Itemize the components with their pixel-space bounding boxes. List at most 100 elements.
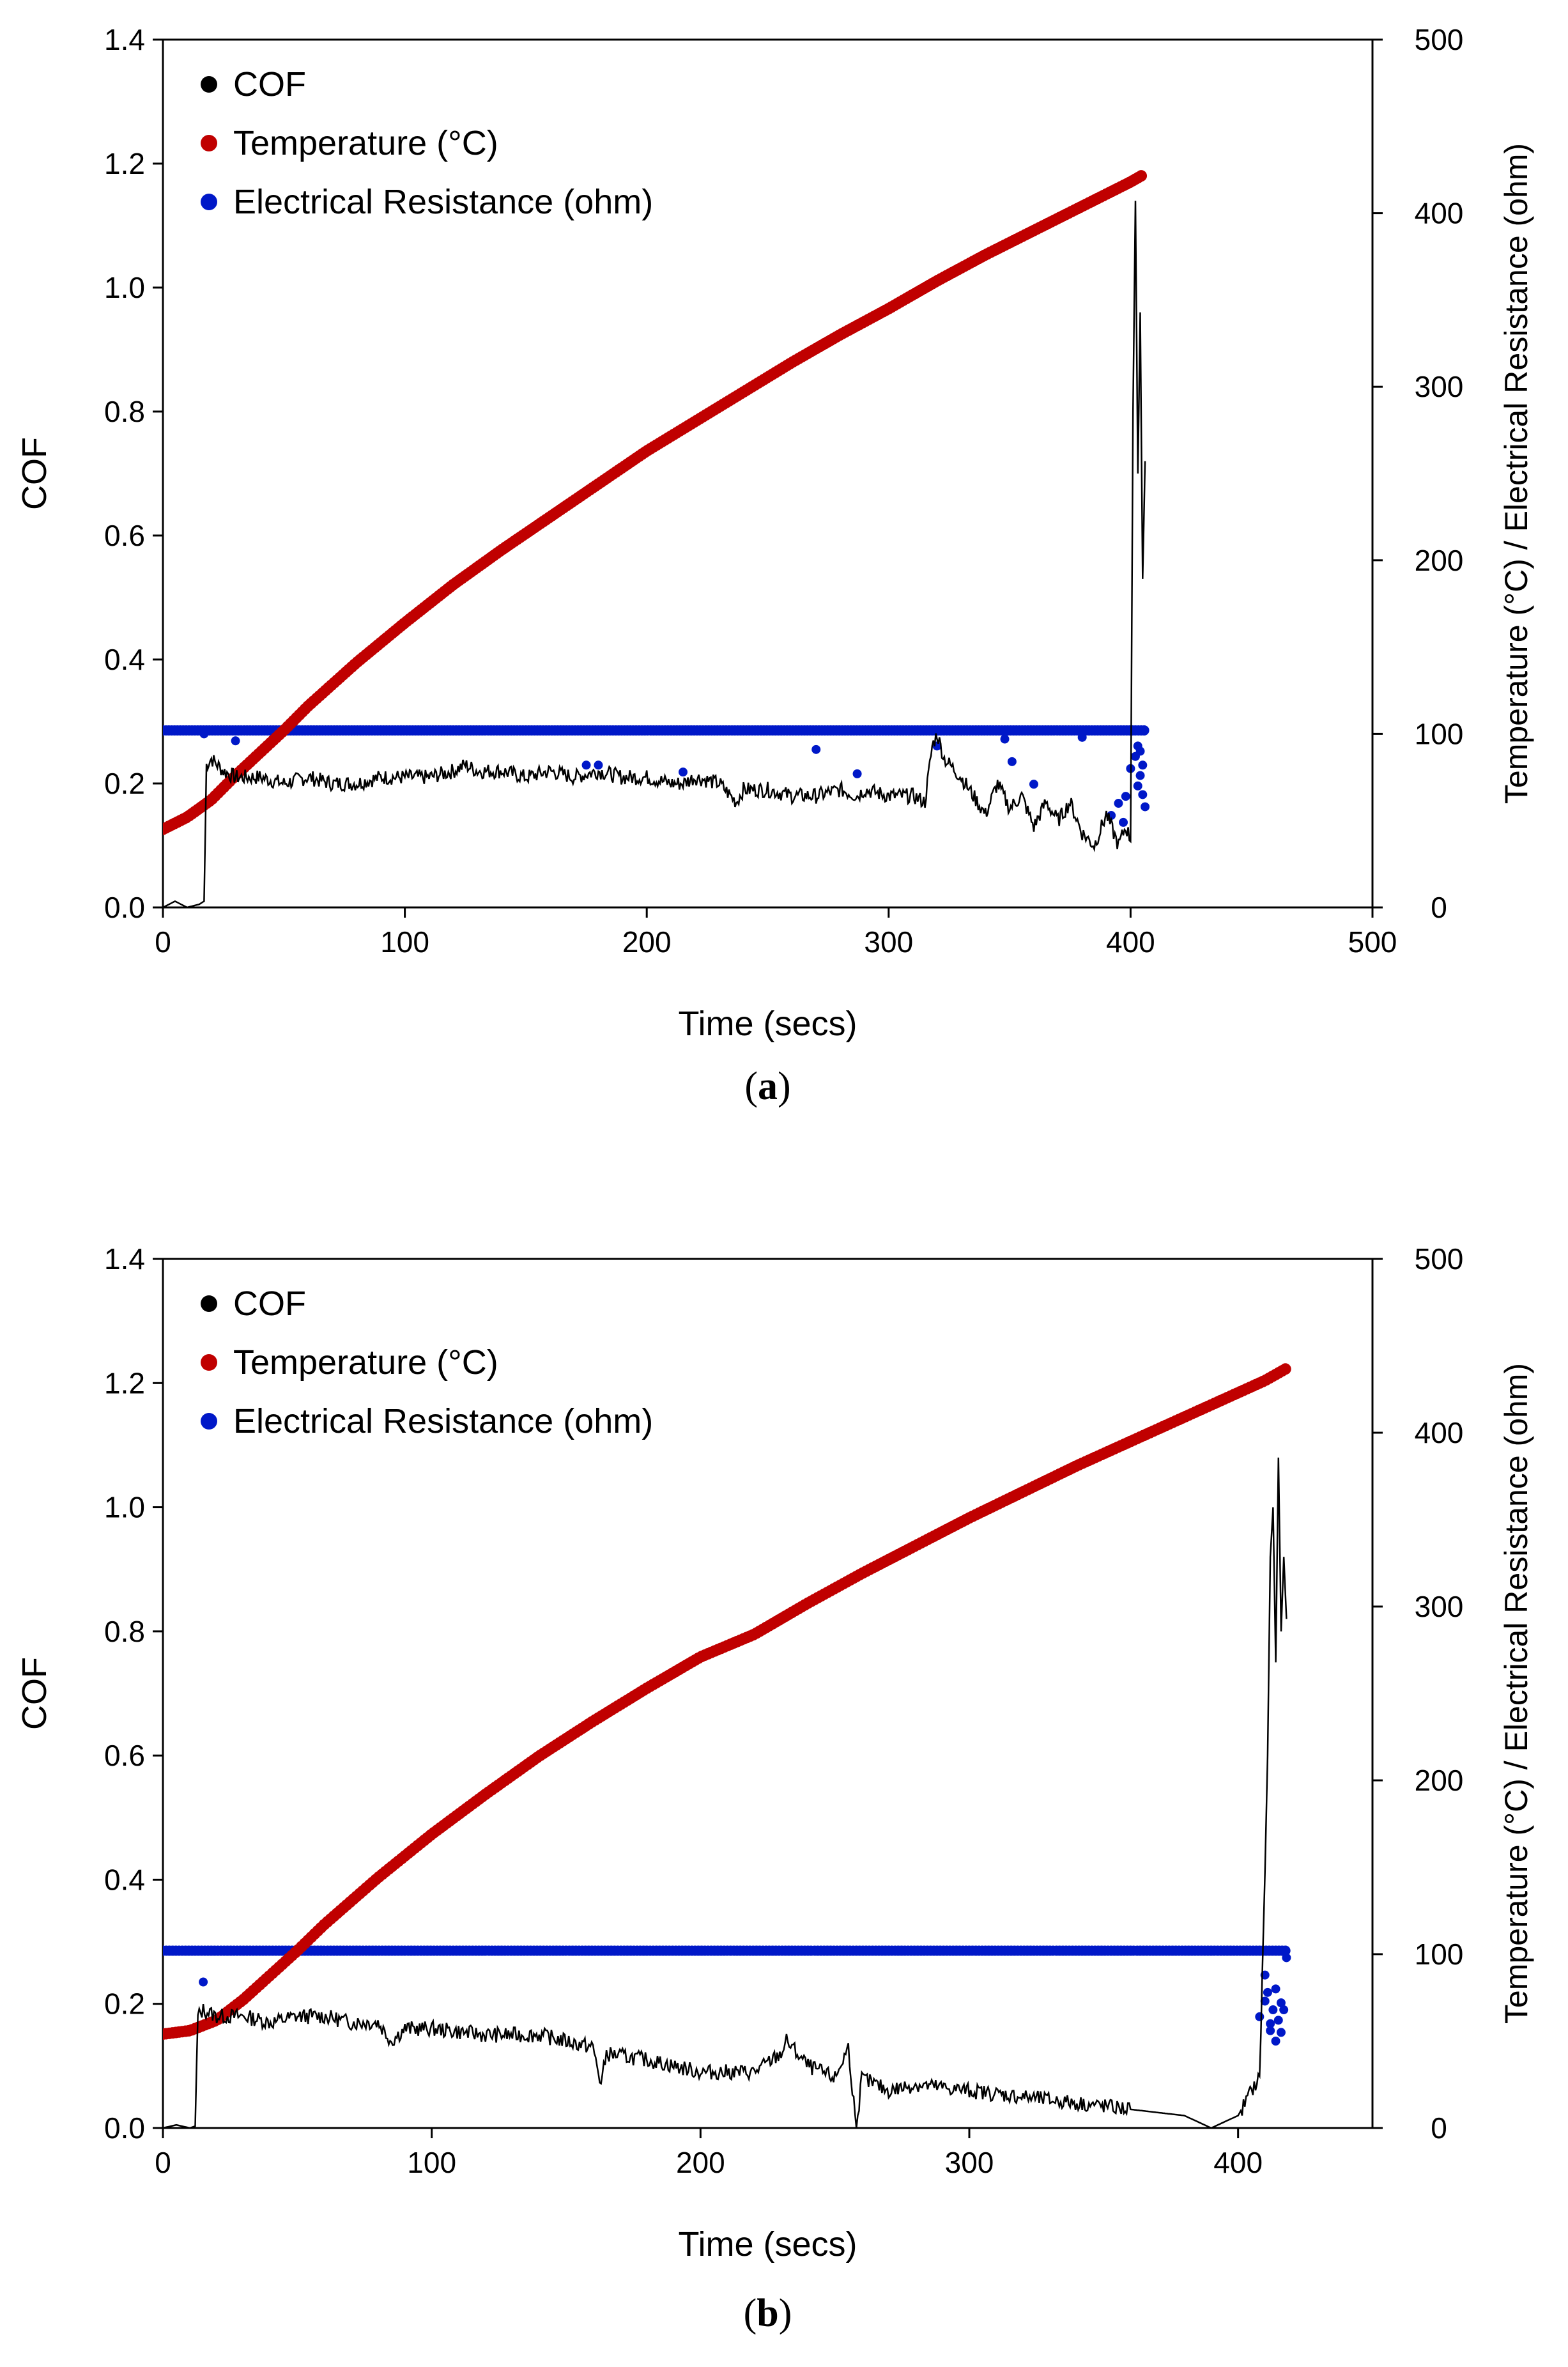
y2-tick-label: 500	[1415, 1242, 1464, 1276]
y2-tick-label: 200	[1415, 1764, 1464, 1797]
y-tick-label: 0.4	[104, 1863, 145, 1896]
resistance-outlier-marker	[1273, 2016, 1283, 2025]
x-tick-label: 0	[155, 2146, 171, 2179]
y-tick-label: 0.0	[104, 2111, 145, 2145]
y-tick-label: 0.2	[104, 1987, 145, 2021]
panel-caption: (a)	[744, 1065, 790, 1108]
plot-area	[163, 170, 1150, 907]
x-tick-label: 400	[1213, 2146, 1263, 2179]
legend-marker	[201, 135, 217, 151]
x-tick-label: 200	[676, 2146, 725, 2179]
caption-close-paren: )	[778, 1065, 791, 1108]
x-tick-label: 500	[1348, 925, 1397, 959]
legend-marker	[201, 1413, 217, 1430]
resistance-outlier-marker	[1119, 817, 1128, 827]
resistance-outlier-marker	[199, 729, 209, 739]
x-tick-label: 0	[155, 925, 171, 959]
resistance-outlier-marker	[1141, 802, 1150, 812]
legend-label: COF	[233, 65, 306, 104]
resistance-outlier-marker	[1007, 757, 1017, 766]
y-tick-label: 0.2	[104, 767, 145, 800]
panel-caption: (b)	[744, 2292, 792, 2335]
x-tick-label: 100	[407, 2146, 456, 2179]
resistance-outlier-marker	[1135, 746, 1145, 756]
temperature-marker	[1135, 170, 1148, 182]
x-tick-label: 300	[945, 2146, 994, 2179]
resistance-outlier-marker	[1276, 1998, 1286, 2008]
y-tick-label: 1.4	[104, 23, 145, 56]
legend-label: Electrical Resistance (ohm)	[233, 183, 653, 221]
resistance-outlier-marker	[1260, 1996, 1270, 2006]
cof-series-line	[163, 201, 1146, 907]
legend-label: Temperature (°C)	[233, 124, 498, 162]
resistance-outlier-marker	[1271, 2037, 1280, 2046]
resistance-outlier-marker	[1282, 1953, 1291, 1962]
resistance-outlier-marker	[1077, 732, 1087, 742]
y2-tick-label: 100	[1415, 1938, 1464, 1971]
resistance-outlier-marker	[199, 1977, 208, 1987]
caption-open-paren: (	[744, 1065, 758, 1108]
resistance-outlier-marker	[1271, 1984, 1280, 1994]
resistance-outlier-marker	[231, 736, 240, 746]
y-tick-label: 0.6	[104, 519, 145, 552]
y-tick-label: 0.8	[104, 395, 145, 428]
y2-tick-label: 100	[1415, 717, 1464, 750]
resistance-outlier-marker	[1114, 799, 1123, 808]
resistance-marker	[1139, 725, 1149, 736]
resistance-outlier-marker	[1268, 2005, 1278, 2015]
resistance-outlier-marker	[581, 760, 591, 770]
resistance-outlier-marker	[678, 767, 688, 777]
legend-marker	[201, 194, 217, 210]
temperature-marker	[1279, 1363, 1291, 1375]
x-axis-label: Time (secs)	[679, 1005, 857, 1043]
x-tick-label: 300	[864, 925, 913, 959]
resistance-outlier-marker	[1263, 1987, 1272, 1997]
y-axis-label: COF	[15, 1657, 54, 1730]
y2-tick-label: 200	[1415, 544, 1464, 577]
x-tick-label: 100	[380, 925, 429, 959]
y-tick-label: 0.6	[104, 1739, 145, 1772]
resistance-outlier-marker	[1255, 2012, 1264, 2021]
y-tick-label: 1.2	[104, 147, 145, 180]
resistance-outlier-marker	[1135, 771, 1145, 780]
resistance-outlier-marker	[1133, 781, 1142, 790]
panel-b: 0 100 200 300 400 0.0 0.2 0.4 0.6 0.8 1.0 1.2 1.4 0 10…	[15, 1242, 1534, 2335]
y-tick-label: 1.0	[104, 1491, 145, 1524]
y2-axis-label: Temperature (°C) / Electrical Resistance…	[1498, 143, 1534, 804]
caption-close-paren: )	[779, 2292, 792, 2335]
y-tick-label: 0.4	[104, 643, 145, 676]
resistance-outlier-marker	[1121, 792, 1130, 801]
y-tick-label: 1.2	[104, 1366, 145, 1399]
y-tick-label: 1.0	[104, 271, 145, 304]
y-axis-label: COF	[15, 437, 54, 510]
y-tick-label: 0.0	[104, 891, 145, 924]
y2-tick-label: 0	[1431, 2111, 1447, 2145]
legend-marker	[201, 76, 217, 93]
legend-marker	[201, 1354, 217, 1371]
caption-open-paren: (	[744, 2292, 757, 2335]
resistance-outlier-marker	[594, 760, 603, 770]
resistance-outlier-marker	[1266, 2026, 1275, 2035]
y-tick-label: 1.4	[104, 1242, 145, 1276]
resistance-outlier-marker	[1279, 2005, 1289, 2015]
y2-tick-label: 0	[1431, 891, 1447, 924]
y2-tick-label: 400	[1415, 1416, 1464, 1449]
y2-tick-label: 500	[1415, 23, 1464, 56]
y2-tick-label: 300	[1415, 1590, 1464, 1623]
y2-axis-label: Temperature (°C) / Electrical Resistance…	[1498, 1363, 1534, 2024]
legend-marker	[201, 1295, 217, 1312]
resistance-outlier-marker	[852, 769, 862, 778]
x-axis-label: Time (secs)	[679, 2225, 857, 2263]
x-tick-label: 400	[1106, 925, 1155, 959]
resistance-outlier-marker	[1000, 734, 1010, 744]
legend-label: Electrical Resistance (ohm)	[233, 1402, 653, 1440]
y2-tick-label: 300	[1415, 370, 1464, 403]
resistance-outlier-marker	[1138, 790, 1148, 799]
panel-a: 0 100 200 300 400 500 0.0 0.2 0.4 0.6 0.8 1.0 1.2 1.4…	[15, 23, 1534, 1108]
resistance-outlier-marker	[811, 744, 821, 754]
resistance-outlier-marker	[1138, 760, 1148, 770]
caption-letter: b	[757, 2292, 778, 2335]
legend-label: Temperature (°C)	[233, 1343, 498, 1382]
y-tick-label: 0.8	[104, 1615, 145, 1648]
